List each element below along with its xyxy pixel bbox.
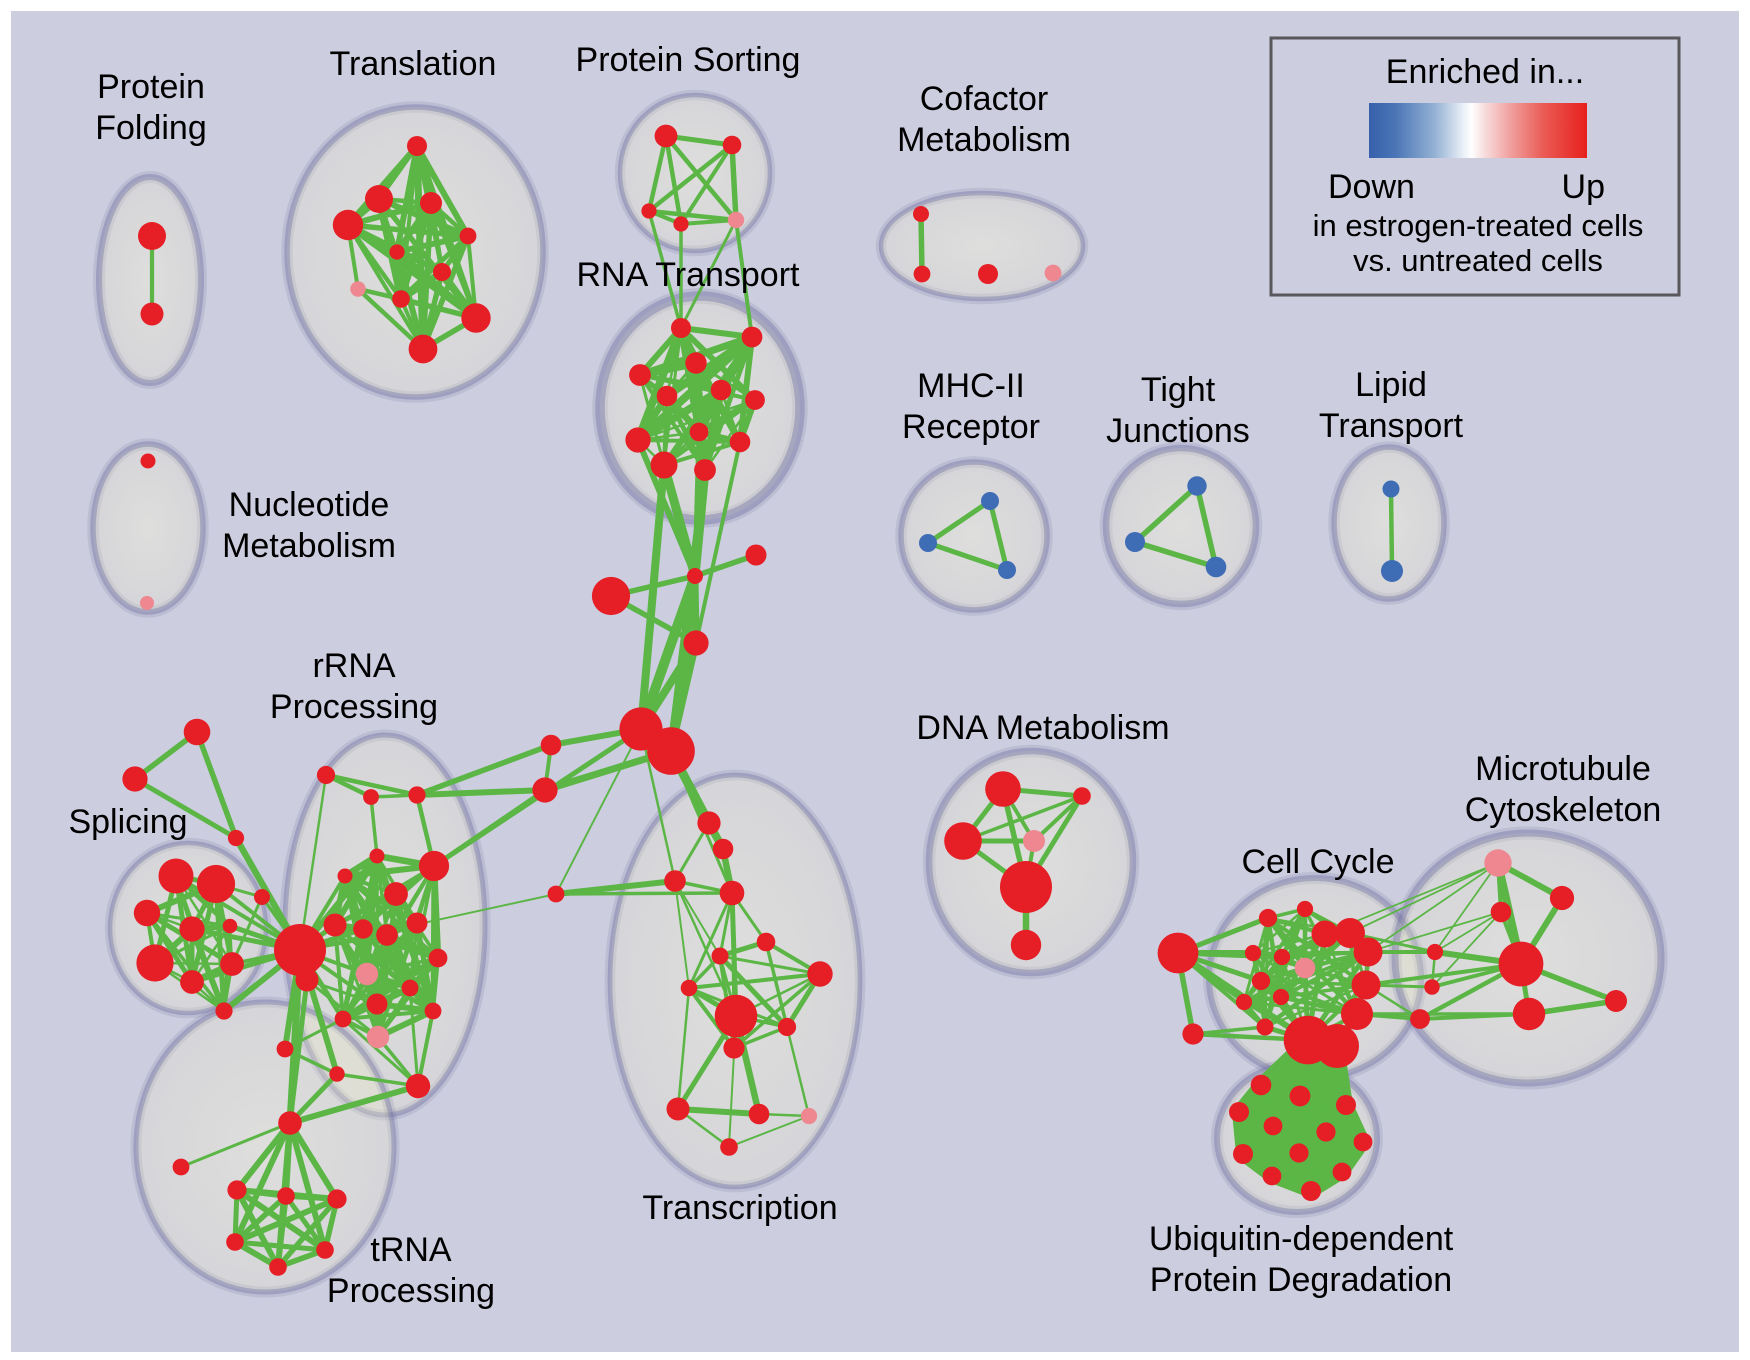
svg-text:tRNA: tRNA	[370, 1231, 452, 1269]
svg-text:Lipid: Lipid	[1355, 366, 1427, 404]
svg-text:Metabolism: Metabolism	[897, 121, 1071, 159]
svg-text:Junctions: Junctions	[1106, 412, 1250, 450]
svg-text:Cofactor: Cofactor	[920, 80, 1049, 118]
svg-text:RNA Transport: RNA Transport	[577, 256, 801, 294]
svg-text:Tight: Tight	[1141, 371, 1216, 409]
svg-text:Protein: Protein	[97, 68, 205, 106]
svg-text:Nucleotide: Nucleotide	[229, 486, 390, 524]
svg-text:Metabolism: Metabolism	[222, 527, 396, 565]
svg-text:Transcription: Transcription	[642, 1189, 837, 1227]
svg-text:Microtubule: Microtubule	[1475, 750, 1651, 788]
svg-text:Protein Degradation: Protein Degradation	[1150, 1261, 1452, 1299]
svg-text:MHC-II: MHC-II	[917, 367, 1025, 405]
svg-text:rRNA: rRNA	[312, 647, 395, 685]
svg-text:Up: Up	[1562, 168, 1605, 206]
svg-text:Splicing: Splicing	[68, 803, 187, 841]
svg-text:Folding: Folding	[95, 109, 207, 147]
svg-text:Protein Sorting: Protein Sorting	[576, 41, 801, 79]
svg-text:Transport: Transport	[1319, 407, 1464, 445]
svg-text:Ubiquitin-dependent: Ubiquitin-dependent	[1149, 1220, 1454, 1258]
svg-text:vs. untreated cells: vs. untreated cells	[1353, 243, 1603, 278]
svg-text:in estrogen-treated cells: in estrogen-treated cells	[1313, 208, 1644, 243]
svg-text:Cell Cycle: Cell Cycle	[1241, 843, 1394, 881]
svg-text:DNA Metabolism: DNA Metabolism	[916, 709, 1169, 747]
svg-text:Cytoskeleton: Cytoskeleton	[1465, 791, 1662, 829]
svg-text:Processing: Processing	[327, 1272, 495, 1310]
svg-text:Down: Down	[1328, 168, 1415, 206]
svg-text:Receptor: Receptor	[902, 408, 1040, 446]
svg-text:Enriched in...: Enriched in...	[1386, 53, 1584, 91]
svg-text:Translation: Translation	[330, 45, 497, 83]
svg-text:Processing: Processing	[270, 688, 438, 726]
